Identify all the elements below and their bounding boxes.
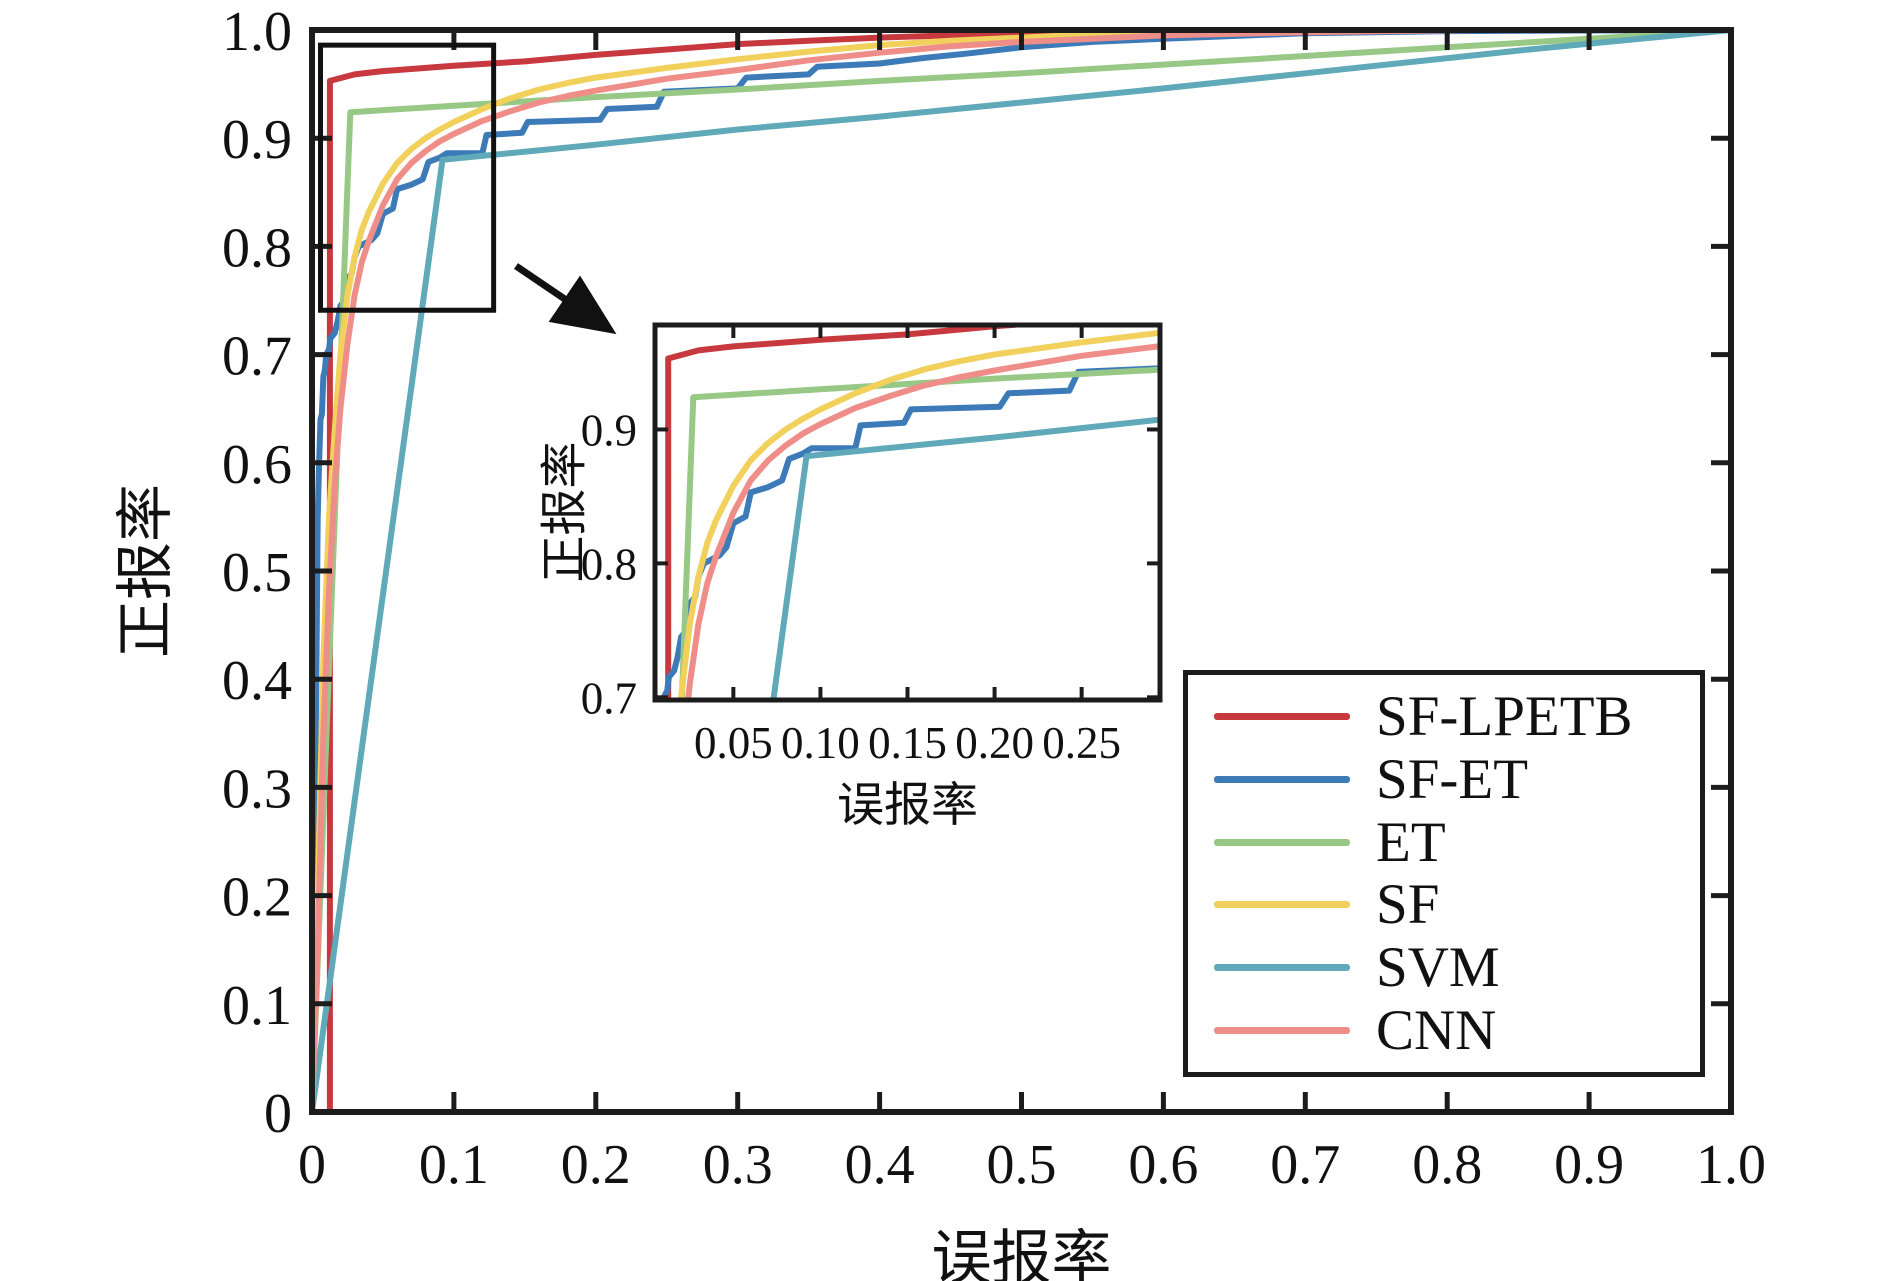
series-svm — [309, 27, 1734, 1115]
inset-y-tick-label: 0.7 — [581, 673, 637, 723]
axes-frames-and-ticks: 0 0.1 0.2 0.3 0.4 0.5 0.6 0.7 0.8 0.9 1.0 0 0.1 0.2 0.… — [222, 1, 1766, 1196]
inset-series-cnn — [685, 343, 1160, 700]
main-x-axis-label: 误报率 — [931, 1226, 1112, 1281]
main-x-tick-label: 0.9 — [1554, 1134, 1624, 1196]
zoom-annotations — [318, 42, 617, 335]
legend-line-swatch — [1214, 901, 1350, 909]
zoom-arrow — [514, 263, 617, 335]
main-y-tick-label: 0.3 — [222, 758, 292, 820]
main-x-tick-label: 0.4 — [845, 1134, 915, 1196]
inset-y-tick-label: 0.9 — [581, 405, 637, 455]
inset-x-axis-label: 误报率 — [837, 780, 978, 832]
legend-line-swatch — [1214, 964, 1350, 972]
main-y-tick-label: 0.8 — [222, 217, 292, 279]
legend-label: SF-ET — [1376, 747, 1529, 811]
legend-label: ET — [1376, 810, 1446, 874]
main-x-tick-label: 0.1 — [419, 1134, 489, 1196]
legend-item: SF — [1188, 876, 1700, 933]
series-sf — [309, 27, 1734, 1115]
legend-item: CNN — [1188, 1002, 1700, 1059]
legend-label: SVM — [1376, 936, 1500, 1000]
inset-x-tick-label: 0.20 — [955, 718, 1034, 768]
main-y-axis-label: 正报率 — [113, 483, 178, 659]
main-y-tick-label: 0 — [264, 1083, 292, 1145]
main-y-tick-label: 0.2 — [222, 867, 292, 929]
legend-item: SVM — [1188, 939, 1700, 996]
inset-y-tick-label: 0.8 — [581, 539, 637, 589]
inset-series-sf — [677, 329, 1160, 700]
inset-x-tick-label: 0.05 — [694, 718, 773, 768]
series-et — [309, 27, 1734, 1115]
main-x-tick-label: 1.0 — [1696, 1134, 1766, 1196]
series-cnn — [309, 27, 1734, 1115]
main-x-tick-label: 0.3 — [703, 1134, 773, 1196]
main-x-tick-label: 0.7 — [1270, 1134, 1340, 1196]
inset-series-et — [678, 366, 1160, 700]
main-y-tick-label: 0.9 — [222, 109, 292, 171]
main-y-tick-label: 0.1 — [222, 975, 292, 1037]
legend-item: SF-ET — [1188, 751, 1700, 808]
legend-label: SF-LPETB — [1376, 684, 1633, 748]
legend-line-swatch — [1214, 712, 1350, 720]
legend-label: CNN — [1376, 999, 1497, 1063]
main-y-tick-label: 1.0 — [222, 1, 292, 63]
zoom-rectangle — [318, 42, 497, 313]
main-x-tick-label: 0.5 — [987, 1134, 1057, 1196]
main-x-tick-label: 0.6 — [1128, 1134, 1198, 1196]
legend-item: SF-LPETB — [1188, 688, 1700, 745]
main-y-tick-label: 0.6 — [222, 434, 292, 496]
main-x-tick-label: 0.8 — [1412, 1134, 1482, 1196]
main-x-tick-label: 0.2 — [561, 1134, 631, 1196]
legend-line-swatch — [1214, 1027, 1350, 1035]
main-x-tick-label: 0 — [298, 1134, 326, 1196]
legend-box: SF-LPETB SF-ET ET SF SVM CNN — [1183, 670, 1705, 1077]
inset-y-axis-label: 正报率 — [539, 441, 592, 583]
inset-x-tick-label: 0.25 — [1042, 718, 1121, 768]
main-y-tick-label: 0.5 — [222, 542, 292, 604]
inset-x-tick-label: 0.10 — [781, 718, 860, 768]
legend-label: SF — [1376, 873, 1440, 937]
main-y-tick-label: 0.4 — [222, 650, 292, 712]
legend-line-swatch — [1214, 838, 1350, 846]
inset-x-tick-label: 0.15 — [868, 718, 947, 768]
inset-series-svm — [770, 416, 1160, 700]
inset-series-sf-lpetb — [665, 325, 1051, 700]
legend-item: ET — [1188, 814, 1700, 871]
legend-line-swatch — [1214, 775, 1350, 783]
main-y-tick-label: 0.7 — [222, 326, 292, 388]
